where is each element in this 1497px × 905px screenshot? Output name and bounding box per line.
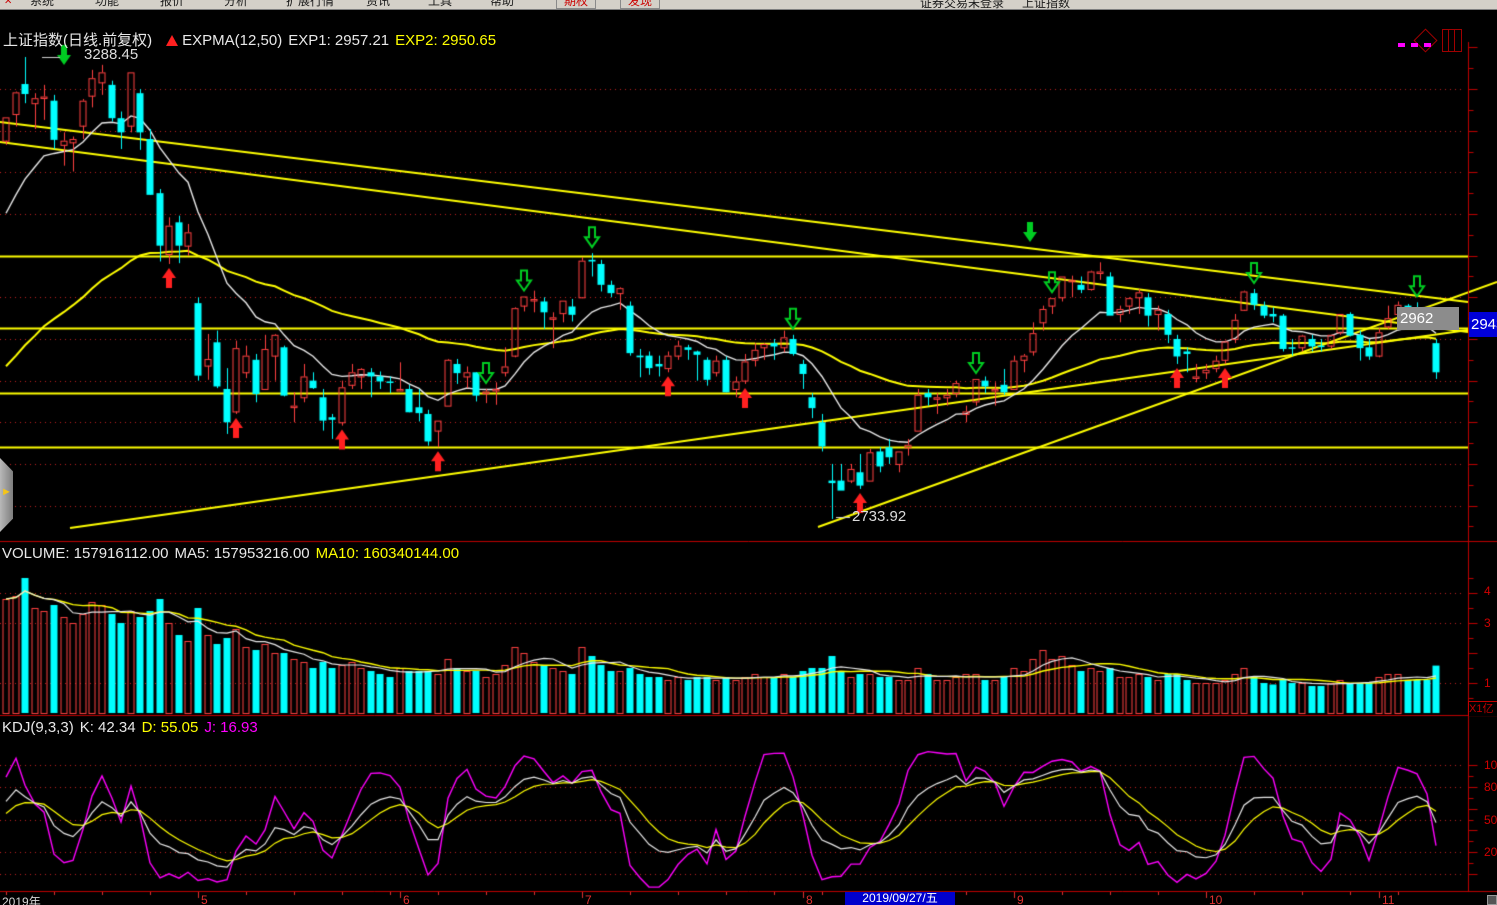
magenta-dot-icon — [1411, 43, 1418, 47]
kdj-d-value: D: 55.05 — [141, 719, 199, 736]
month-label: 10 — [1209, 893, 1223, 905]
last-price-gray-box: 2962 — [1397, 307, 1459, 330]
menu-item-system[interactable]: 系统 — [30, 0, 55, 8]
year-label: 2019年 — [2, 895, 41, 905]
volume-unit-label: X1亿 — [1468, 701, 1497, 716]
menu-right-status: 证券交易未登录 上证指数 — [920, 0, 1088, 10]
date-axis[interactable]: 2019年 2019/09/27/五 5 6 7 8 9 10 11 — [0, 892, 1497, 905]
indicator-name[interactable]: EXPMA(12,50) — [182, 32, 283, 49]
exp1-value: EXP1: 2957.21 — [288, 32, 390, 49]
kline-window-icon[interactable] — [1442, 29, 1462, 52]
kdj-axis-tick: 20 — [1484, 845, 1497, 859]
volume-axis-tick: 3 — [1484, 616, 1491, 630]
volume-header: VOLUME: 157916112.00 MA5: 157953216.00 MA1… — [2, 545, 465, 562]
kdj-axis-tick: 100 — [1484, 758, 1497, 772]
kdj-header: KDJ(9,3,3) K: 42.34 D: 55.05 J: 16.93 — [2, 719, 264, 736]
cursor-date-box: 2019/09/27/五 — [845, 892, 955, 905]
kdj-j-value: J: 16.93 — [204, 719, 258, 736]
menu-item-options-hot[interactable]: 期权 — [556, 0, 597, 9]
menu-item-analysis[interactable]: 分析 — [224, 0, 249, 8]
kdj-axis-tick: 80 — [1484, 780, 1497, 794]
exp2-value: EXP2: 2950.65 — [395, 32, 497, 49]
main-chart-header: 上证指数(日线.前复权) EXPMA(12,50) EXP1: 2957.21 EXP… — [3, 29, 502, 50]
menu-item-extended-quotes[interactable]: 扩展行情 — [286, 0, 335, 8]
volume-axis-tick: 1 — [1484, 676, 1491, 690]
app-logo-icon: ✕ — [4, 0, 13, 7]
kdj-title[interactable]: KDJ(9,3,3) — [2, 719, 74, 736]
sidebar-expand-tab[interactable]: ► — [0, 458, 13, 532]
volume-ma10-value: MA10: 160340144.00 — [315, 545, 460, 562]
volume-ma5-value: MA5: 157953216.00 — [174, 545, 310, 562]
menu-item-quotes[interactable]: 报价 — [160, 0, 185, 8]
menu-item-news[interactable]: 资讯 — [366, 0, 391, 8]
menu-bar: ✕ 系统 功能 报价 分析 扩展行情 资讯 工具 帮助 期权 发现 证券交易未登… — [0, 0, 1497, 10]
month-label: 8 — [806, 893, 813, 905]
period-high-label: 3288.45 — [84, 46, 139, 63]
month-label: 7 — [585, 893, 592, 905]
volume-value: VOLUME: 157916112.00 — [2, 545, 169, 562]
up-arrow-icon — [166, 35, 179, 46]
month-label: 6 — [403, 893, 410, 905]
symbol-title: 上证指数(日线.前复权) — [3, 32, 153, 49]
month-label: 5 — [201, 893, 208, 905]
period-low-label: 2733.92 — [852, 508, 907, 525]
month-label: 9 — [1017, 893, 1024, 905]
magenta-dot-icon — [1398, 43, 1405, 47]
menu-item-function[interactable]: 功能 — [95, 0, 120, 8]
current-symbol-text: 上证指数 — [1022, 0, 1071, 10]
latest-price-blue-box: 2943 — [1469, 312, 1497, 337]
expand-arrow-icon: ► — [1, 486, 12, 498]
volume-axis-tick: 4 — [1484, 584, 1491, 598]
kdj-axis-tick: 50 — [1484, 813, 1497, 827]
magenta-dot-icon — [1424, 43, 1431, 47]
kdj-k-value: K: 42.34 — [79, 719, 136, 736]
month-label: 11 — [1382, 893, 1395, 905]
menu-item-help[interactable]: 帮助 — [490, 0, 515, 8]
menu-item-discover-hot[interactable]: 发现 — [620, 0, 661, 9]
login-status-text: 证券交易未登录 — [920, 0, 1005, 10]
menu-item-tools[interactable]: 工具 — [428, 0, 453, 8]
resize-grip[interactable] — [1487, 895, 1497, 905]
